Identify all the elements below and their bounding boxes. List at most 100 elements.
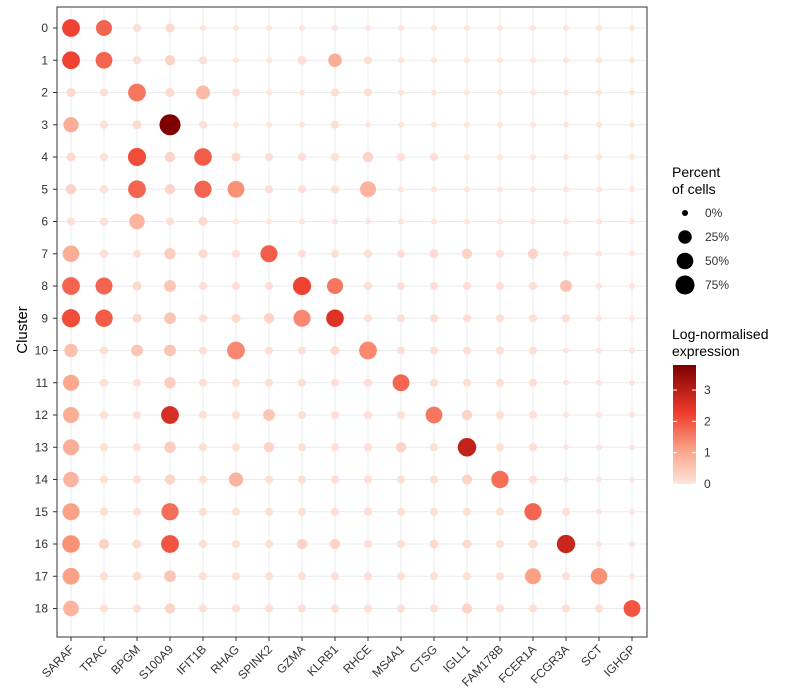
dot-cluster-16-CTSG bbox=[429, 539, 439, 549]
dot-cluster-14-RHCE bbox=[363, 475, 373, 484]
dot-cluster-13-SCT bbox=[596, 444, 602, 451]
dot-cluster-13-FCER1A bbox=[528, 443, 538, 452]
dot-cluster-8-S100A9 bbox=[164, 280, 176, 292]
dot-cluster-17-SARAF bbox=[62, 567, 80, 585]
dot-cluster-14-SPINK2 bbox=[264, 475, 274, 484]
y-tick-label-9: 9 bbox=[41, 311, 48, 325]
dot-cluster-2-SCT bbox=[596, 89, 602, 96]
size-legend-dot-50 bbox=[676, 252, 694, 270]
dot-cluster-2-RHCE bbox=[363, 88, 373, 97]
dot-cluster-2-FAM178B bbox=[497, 89, 503, 96]
y-tick-label-5: 5 bbox=[41, 182, 48, 196]
dot-cluster-2-CTSG bbox=[431, 89, 437, 96]
dot-cluster-0-SPINK2 bbox=[266, 25, 272, 31]
dot-cluster-14-IGLL1 bbox=[461, 474, 473, 485]
dot-cluster-4-KLRB1 bbox=[330, 152, 340, 162]
dot-cluster-3-SCT bbox=[596, 121, 602, 128]
dot-cluster-5-IGLL1 bbox=[464, 186, 470, 193]
dot-cluster-10-RHCE bbox=[359, 341, 377, 360]
y-tick-label-8: 8 bbox=[41, 279, 48, 293]
dot-cluster-1-RHCE bbox=[363, 56, 373, 65]
dot-cluster-18-FCGR3A bbox=[561, 604, 571, 613]
dot-cluster-15-SARAF bbox=[62, 503, 80, 521]
dot-cluster-15-IFIT1B bbox=[198, 507, 208, 516]
dot-cluster-8-SCT bbox=[596, 283, 602, 289]
dot-cluster-16-SCT bbox=[596, 541, 602, 547]
dot-cluster-6-IGHGP bbox=[629, 218, 635, 225]
dot-cluster-6-RHAG bbox=[233, 218, 239, 225]
dot-cluster-0-MS4A1 bbox=[398, 25, 404, 31]
size-legend-dot-75 bbox=[675, 275, 695, 295]
dot-cluster-13-SARAF bbox=[62, 439, 80, 456]
dot-cluster-13-KLRB1 bbox=[330, 443, 340, 452]
dot-cluster-7-CTSG bbox=[429, 249, 439, 259]
dot-cluster-18-FAM178B bbox=[495, 604, 505, 613]
dot-cluster-8-BPGM bbox=[132, 281, 142, 291]
dot-cluster-7-S100A9 bbox=[164, 248, 176, 260]
dot-cluster-15-BPGM bbox=[132, 507, 142, 516]
dot-cluster-17-S100A9 bbox=[164, 570, 176, 583]
dot-cluster-8-MS4A1 bbox=[396, 281, 406, 291]
dot-cluster-8-KLRB1 bbox=[326, 277, 344, 295]
dot-cluster-11-TRAC bbox=[99, 378, 109, 387]
colorbar-label-3: 3 bbox=[704, 383, 711, 397]
dot-cluster-6-SCT bbox=[596, 218, 602, 225]
dot-cluster-4-CTSG bbox=[429, 152, 439, 162]
dot-cluster-7-IFIT1B bbox=[198, 249, 208, 259]
dot-cluster-15-IGLL1 bbox=[462, 507, 472, 516]
dot-cluster-17-MS4A1 bbox=[396, 572, 406, 581]
dot-cluster-3-IGHGP bbox=[629, 121, 635, 128]
dot-cluster-4-BPGM bbox=[127, 147, 147, 167]
dot-cluster-2-FCER1A bbox=[530, 89, 536, 96]
dot-cluster-7-FCER1A bbox=[527, 248, 539, 259]
y-tick-label-11: 11 bbox=[36, 376, 49, 390]
dot-cluster-0-FCGR3A bbox=[563, 25, 569, 31]
dot-cluster-16-BPGM bbox=[132, 539, 142, 549]
dot-cluster-3-GZMA bbox=[299, 121, 305, 128]
dot-cluster-5-RHCE bbox=[359, 181, 377, 198]
dot-cluster-18-IGLL1 bbox=[461, 603, 473, 614]
dot-cluster-10-GZMA bbox=[297, 346, 307, 355]
dot-cluster-6-BPGM bbox=[129, 213, 145, 230]
dot-cluster-4-IGLL1 bbox=[464, 154, 470, 160]
dot-cluster-12-KLRB1 bbox=[330, 410, 340, 420]
dot-cluster-11-FAM178B bbox=[495, 378, 505, 387]
dot-cluster-9-IGLL1 bbox=[462, 314, 472, 323]
dot-cluster-8-CTSG bbox=[429, 281, 439, 291]
dot-cluster-2-GZMA bbox=[299, 89, 305, 96]
dot-cluster-16-RHCE bbox=[363, 539, 373, 549]
panel-background bbox=[57, 7, 647, 637]
y-tick-label-16: 16 bbox=[35, 537, 49, 551]
dot-cluster-6-KLRB1 bbox=[332, 218, 338, 225]
y-tick-label-4: 4 bbox=[41, 150, 48, 164]
dot-cluster-6-IFIT1B bbox=[198, 217, 208, 226]
dot-cluster-0-BPGM bbox=[132, 23, 142, 33]
dot-cluster-8-IGHGP bbox=[629, 283, 635, 289]
dot-cluster-3-SARAF bbox=[63, 117, 79, 133]
dot-cluster-9-FCGR3A bbox=[561, 314, 571, 323]
dot-cluster-15-MS4A1 bbox=[396, 507, 406, 516]
dot-cluster-10-SARAF bbox=[64, 343, 78, 358]
dot-cluster-12-IGHGP bbox=[629, 412, 635, 418]
dot-cluster-2-FCGR3A bbox=[563, 89, 569, 96]
dot-cluster-1-IGHGP bbox=[629, 57, 635, 64]
dot-cluster-18-SPINK2 bbox=[264, 604, 274, 613]
dot-cluster-9-MS4A1 bbox=[396, 314, 406, 323]
dot-cluster-0-IGLL1 bbox=[464, 25, 470, 31]
dot-cluster-11-GZMA bbox=[297, 378, 307, 387]
y-tick-label-7: 7 bbox=[41, 247, 48, 261]
dot-cluster-1-SCT bbox=[596, 57, 602, 64]
dot-cluster-0-GZMA bbox=[299, 25, 305, 31]
dot-cluster-10-FAM178B bbox=[495, 346, 505, 355]
dot-cluster-6-TRAC bbox=[99, 217, 109, 226]
dot-cluster-2-IFIT1B bbox=[196, 85, 210, 100]
dot-cluster-11-RHAG bbox=[231, 378, 241, 387]
dot-cluster-12-FCER1A bbox=[528, 410, 538, 420]
dot-cluster-13-MS4A1 bbox=[395, 442, 407, 453]
dot-cluster-14-FCGR3A bbox=[563, 476, 569, 483]
dot-cluster-5-FCER1A bbox=[530, 186, 536, 193]
dot-cluster-5-SARAF bbox=[65, 184, 77, 195]
dot-cluster-9-CTSG bbox=[429, 314, 439, 323]
dot-cluster-1-BPGM bbox=[132, 56, 142, 65]
